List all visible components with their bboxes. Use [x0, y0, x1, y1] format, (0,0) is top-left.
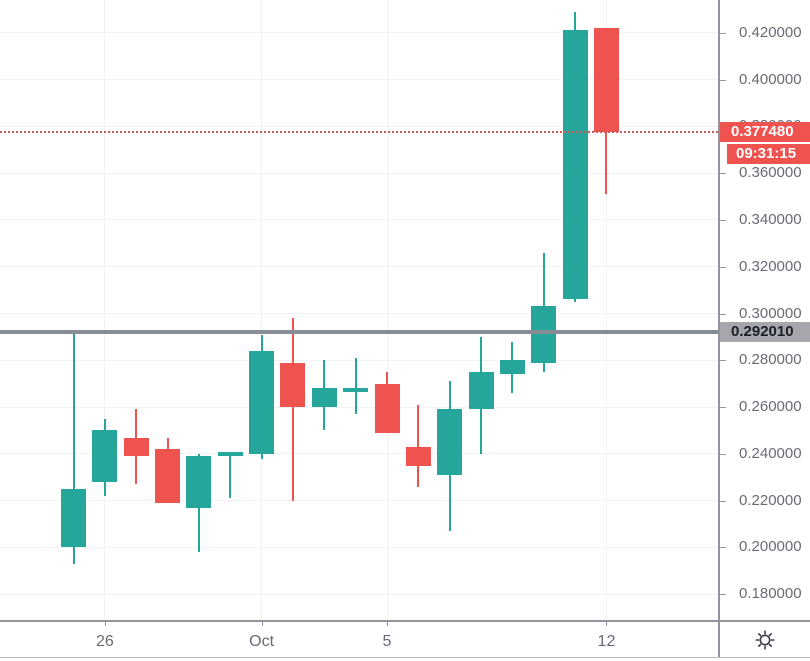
gridline-vertical	[605, 0, 607, 620]
price-axis-label: 0.220000	[739, 491, 802, 509]
price-axis-label: 0.300000	[739, 304, 802, 322]
price-axis-label: 0.400000	[739, 70, 802, 88]
time-axis-label: 12	[597, 633, 616, 650]
settings-gear-icon[interactable]	[754, 629, 776, 651]
price-axis[interactable]: 0.377480 09:31:15 0.292010 0.180000 0.200…	[718, 0, 810, 620]
price-axis-tick	[720, 219, 726, 221]
gridline-horizontal	[0, 219, 718, 221]
candle-body	[155, 449, 181, 503]
price-axis-label: 0.340000	[739, 210, 802, 228]
price-axis-tick	[720, 32, 726, 34]
axis-settings-corner[interactable]	[718, 620, 810, 658]
price-axis-tick	[720, 173, 726, 175]
gridline-vertical	[261, 0, 263, 620]
time-axis-tick	[261, 622, 263, 626]
candle-body	[311, 388, 337, 408]
time-axis-tick	[104, 622, 106, 626]
price-axis-label: 0.180000	[739, 585, 802, 603]
chart-plot-area[interactable]	[0, 0, 718, 620]
price-axis-tick	[720, 547, 726, 549]
candle-body	[343, 388, 369, 393]
time-axis[interactable]: 26 Oct 5 12	[0, 620, 718, 658]
gridline-horizontal	[0, 406, 718, 408]
bar-countdown-label: 09:31:15	[727, 144, 810, 165]
candle-body	[468, 372, 494, 410]
candle-wick	[72, 332, 75, 564]
price-axis-tick	[720, 313, 726, 315]
time-axis-label: 5	[382, 633, 392, 650]
candle-body	[437, 409, 463, 475]
last-price-label: 0.377480	[720, 122, 810, 143]
price-axis-label: 0.320000	[739, 257, 802, 275]
level-price-label: 0.292010	[720, 322, 810, 343]
candle-wick	[354, 357, 357, 415]
time-axis-label: Oct	[249, 633, 275, 650]
gridline-horizontal	[0, 172, 718, 174]
price-axis-label: 0.240000	[739, 444, 802, 462]
candle-body	[562, 30, 588, 300]
price-axis-label: 0.420000	[739, 23, 802, 41]
candle-body	[499, 360, 525, 375]
price-axis-tick	[720, 407, 726, 409]
candle-body	[531, 306, 557, 363]
gridline-horizontal	[0, 453, 718, 455]
gridline-horizontal	[0, 593, 718, 595]
gridline-vertical	[104, 0, 106, 620]
candle-body	[249, 350, 275, 454]
gridline-horizontal	[0, 32, 718, 34]
candle-body	[405, 446, 431, 466]
price-axis-tick	[720, 453, 726, 455]
time-axis-tick	[387, 622, 388, 626]
level-price-value: 0.292010	[731, 323, 794, 341]
price-axis-tick	[720, 360, 726, 362]
horizontal-level-line[interactable]	[0, 330, 718, 335]
bar-countdown-value: 09:31:15	[736, 145, 797, 163]
price-axis-tick	[720, 594, 726, 596]
gridline-vertical	[386, 0, 388, 620]
price-axis-tick	[720, 500, 726, 502]
time-axis-tick	[606, 622, 608, 626]
gridline-horizontal	[0, 79, 718, 81]
candle-body	[593, 28, 619, 133]
gridline-horizontal	[0, 125, 718, 127]
candle-body	[123, 437, 149, 457]
candle-body	[374, 383, 400, 433]
current-price-line	[0, 131, 718, 134]
gridline-horizontal	[0, 313, 718, 314]
time-axis-label: 26	[95, 633, 114, 650]
gridline-horizontal	[0, 266, 718, 268]
price-axis-tick	[720, 79, 726, 81]
price-axis-label: 0.360000	[739, 164, 802, 182]
candle-wick	[291, 318, 294, 501]
last-price-value: 0.377480	[731, 123, 794, 141]
candle-body	[186, 456, 212, 508]
price-axis-tick	[720, 266, 726, 268]
candle-body	[217, 451, 243, 456]
candle-body	[280, 362, 306, 408]
price-axis-label: 0.260000	[739, 398, 802, 416]
gridline-horizontal	[0, 500, 718, 502]
candle-wick	[229, 451, 232, 499]
gridline-horizontal	[0, 359, 718, 361]
candle-body	[61, 488, 86, 548]
candle-body	[92, 430, 118, 482]
gridline-horizontal	[0, 546, 718, 548]
candle-wick	[417, 404, 420, 487]
price-axis-label: 0.280000	[739, 351, 802, 369]
price-axis-label: 0.200000	[739, 538, 802, 556]
window-bottom-divider	[0, 657, 810, 658]
